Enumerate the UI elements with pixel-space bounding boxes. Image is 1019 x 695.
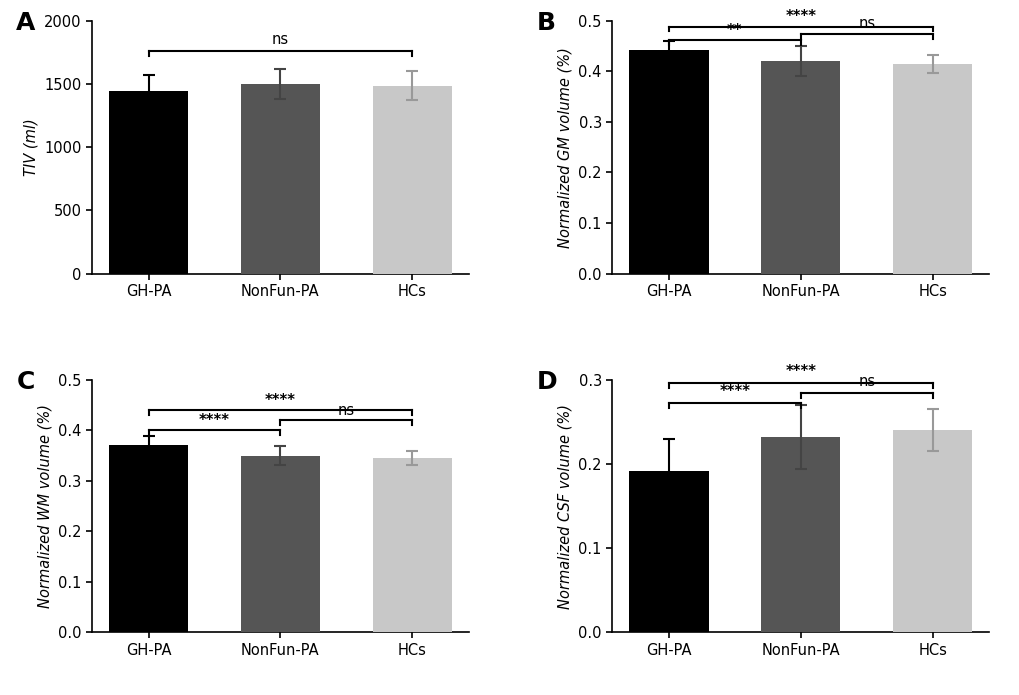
Bar bbox=[372, 458, 451, 632]
Text: B: B bbox=[536, 10, 555, 35]
Text: **: ** bbox=[727, 22, 742, 38]
Y-axis label: Normalized CSF volume (%): Normalized CSF volume (%) bbox=[557, 404, 573, 609]
Y-axis label: TIV (ml): TIV (ml) bbox=[23, 118, 39, 176]
Text: ****: **** bbox=[718, 384, 750, 399]
Text: ns: ns bbox=[337, 402, 355, 418]
Text: A: A bbox=[16, 10, 36, 35]
Text: ns: ns bbox=[857, 374, 874, 389]
Bar bbox=[109, 91, 187, 274]
Bar bbox=[893, 65, 971, 274]
Y-axis label: Normalized GM volume (%): Normalized GM volume (%) bbox=[557, 47, 573, 247]
Bar bbox=[629, 50, 708, 274]
Text: ****: **** bbox=[265, 393, 296, 407]
Text: ****: **** bbox=[199, 413, 229, 427]
Bar bbox=[893, 430, 971, 632]
Bar bbox=[109, 445, 187, 632]
Bar bbox=[629, 471, 708, 632]
Text: ****: **** bbox=[785, 364, 815, 379]
Y-axis label: Normalized WM volume (%): Normalized WM volume (%) bbox=[38, 404, 52, 608]
Text: ****: **** bbox=[785, 10, 815, 24]
Text: C: C bbox=[16, 370, 35, 393]
Text: D: D bbox=[536, 370, 557, 393]
Bar bbox=[240, 84, 320, 274]
Bar bbox=[760, 60, 840, 274]
Bar bbox=[760, 437, 840, 632]
Bar bbox=[240, 455, 320, 632]
Text: ns: ns bbox=[271, 33, 288, 47]
Bar bbox=[372, 86, 451, 274]
Text: ns: ns bbox=[857, 17, 874, 31]
